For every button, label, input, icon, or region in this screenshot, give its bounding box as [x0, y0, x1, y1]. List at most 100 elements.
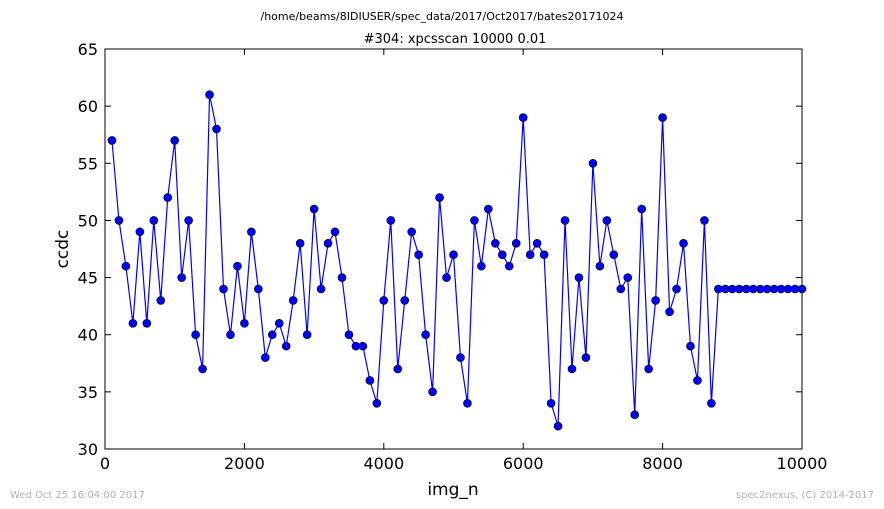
data-point [149, 216, 159, 225]
data-point [121, 261, 131, 271]
x-tick-label: 6000 [503, 454, 544, 473]
x-tick-label: 10000 [777, 454, 828, 473]
data-point [316, 284, 326, 294]
data-point [344, 330, 354, 340]
data-point [525, 250, 535, 260]
data-point [637, 204, 646, 214]
data-point [309, 204, 319, 214]
data-point [205, 90, 214, 100]
data-point [797, 284, 807, 294]
data-point [393, 364, 403, 374]
data-point [156, 296, 166, 305]
chart-title: #304: xpcsscan 10000 0.01 [364, 32, 547, 47]
data-point [497, 250, 507, 260]
data-point [323, 238, 333, 248]
data-point [421, 330, 430, 340]
data-point [700, 216, 709, 225]
y-tick-label: 50 [78, 211, 98, 230]
data-point [560, 216, 570, 225]
data-point [302, 330, 312, 340]
data-point [365, 376, 375, 385]
data-point [553, 421, 563, 431]
data-point [539, 250, 549, 260]
data-point [588, 158, 598, 168]
data-point [686, 341, 695, 351]
data-point [428, 387, 437, 397]
data-point [504, 261, 514, 271]
data-point [177, 273, 186, 282]
data-point [602, 216, 612, 225]
y-axis-label: ccdc [53, 230, 73, 269]
data-point [658, 113, 667, 122]
data-point [463, 398, 472, 408]
data-point [651, 296, 660, 305]
data-point [226, 330, 235, 340]
data-point [518, 113, 528, 122]
data-point [477, 261, 486, 271]
x-tick-label: 8000 [642, 454, 683, 473]
data-point [470, 216, 479, 225]
data-point [135, 227, 145, 237]
data-point [567, 364, 577, 374]
x-axis-label: img_n [427, 480, 478, 500]
data-point [407, 227, 416, 237]
data-point [247, 227, 256, 237]
data-series [107, 90, 807, 431]
data-point [456, 353, 465, 362]
data-point [595, 261, 605, 271]
data-point [581, 353, 591, 362]
data-point [616, 284, 626, 294]
data-point [379, 296, 389, 305]
data-point [532, 238, 542, 248]
data-point [679, 238, 688, 248]
data-point [191, 330, 200, 340]
data-point [212, 124, 221, 134]
x-tick-label: 0 [100, 454, 110, 473]
data-point [184, 216, 193, 225]
data-point [644, 364, 653, 374]
data-point [442, 273, 451, 282]
data-point [372, 398, 382, 408]
x-tick-label: 2000 [224, 454, 265, 473]
y-tick-label: 40 [78, 326, 98, 345]
data-point [163, 193, 173, 202]
data-point [623, 273, 633, 282]
y-tick-label: 60 [78, 97, 98, 116]
figure-path-title: /home/beams/8IDIUSER/spec_data/2017/Oct2… [261, 10, 624, 23]
data-point [693, 376, 702, 385]
data-point [330, 227, 340, 237]
data-point [254, 284, 263, 294]
data-point [665, 307, 674, 317]
data-point [386, 216, 396, 225]
data-point [114, 216, 124, 225]
data-point [672, 284, 681, 294]
data-point [267, 330, 277, 340]
footer-timestamp: Wed Oct 25 16:04:00 2017 [10, 490, 145, 501]
data-point [274, 318, 284, 328]
data-point [142, 318, 152, 328]
data-point [546, 398, 556, 408]
data-point [358, 341, 368, 351]
data-point [609, 250, 619, 260]
data-point [198, 364, 207, 374]
y-tick-label: 35 [78, 383, 98, 402]
data-point [128, 318, 138, 328]
data-point [484, 204, 493, 214]
data-point [240, 318, 249, 328]
data-point [414, 250, 423, 260]
data-point [400, 296, 410, 305]
data-point [511, 238, 521, 248]
axis-ticks: 0 2000 4000 6000 8000 10000 30 35 40 45 50 55 60 65 [78, 40, 828, 473]
data-point [337, 273, 347, 282]
data-point [170, 136, 179, 145]
data-point [233, 261, 242, 271]
y-tick-label: 30 [78, 440, 98, 459]
series-line [111, 94, 802, 427]
data-point [449, 250, 458, 260]
data-point [219, 284, 228, 294]
data-point [107, 136, 117, 145]
data-point [281, 341, 291, 351]
y-tick-label: 55 [78, 154, 98, 173]
data-point [491, 238, 500, 248]
